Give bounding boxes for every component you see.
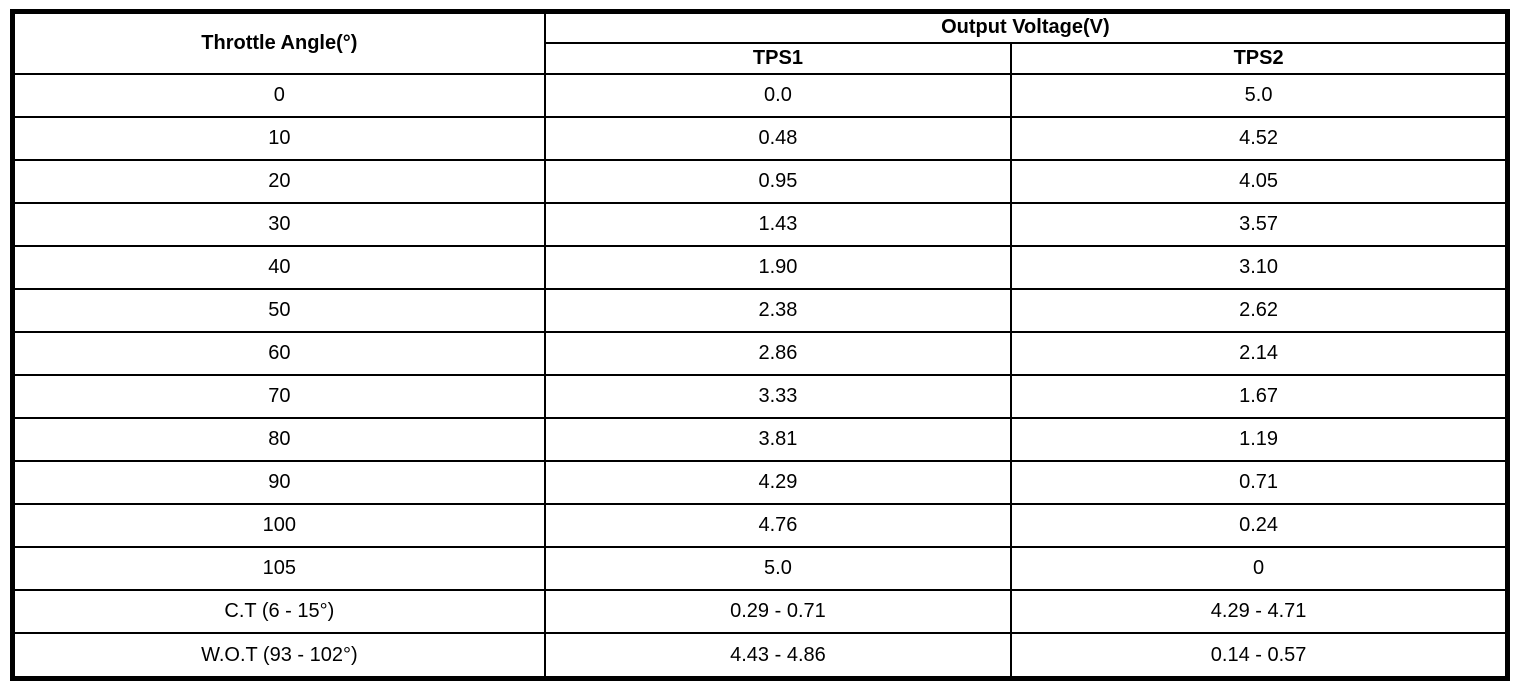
table-row: 105 5.0 0 — [11, 546, 1509, 592]
tps1-cell: 0.48 — [543, 115, 1013, 161]
table-row: 10 0.48 4.52 — [11, 115, 1509, 161]
tps1-cell: 3.81 — [543, 416, 1013, 462]
tps2-cell: 3.57 — [1010, 201, 1509, 247]
throttle-angle-cell: 60 — [11, 330, 546, 376]
tps1-cell: 2.38 — [543, 287, 1013, 333]
tps2-cell: 0.71 — [1010, 459, 1509, 505]
tps1-cell: 0.29 - 0.71 — [543, 589, 1013, 635]
tps1-cell: 3.33 — [543, 373, 1013, 419]
tps2-cell: 1.67 — [1010, 373, 1509, 419]
tps2-header: TPS2 — [1010, 41, 1509, 75]
tps2-cell: 1.19 — [1010, 416, 1509, 462]
header-row-2: TPS1 TPS2 — [13, 41, 1509, 75]
output-voltage-header: Output Voltage(V) — [543, 10, 1509, 44]
table-row: 60 2.86 2.14 — [11, 330, 1509, 376]
table-row: 70 3.33 1.67 — [11, 373, 1509, 419]
tps1-cell: 4.29 — [543, 459, 1013, 505]
tps1-cell: 0.0 — [543, 72, 1013, 118]
table-row: 0 0.0 5.0 — [11, 72, 1509, 118]
table-row: W.O.T (93 - 102°) 4.43 - 4.86 0.14 - 0.5… — [11, 632, 1509, 680]
tps2-cell: 2.14 — [1010, 330, 1509, 376]
tps1-header: TPS1 — [543, 41, 1013, 75]
tps1-cell: 2.86 — [543, 330, 1013, 376]
tps2-cell: 4.05 — [1010, 158, 1509, 204]
throttle-angle-cell: 105 — [11, 546, 546, 592]
tps1-cell: 1.43 — [543, 201, 1013, 247]
tps2-cell: 0.14 - 0.57 — [1010, 632, 1509, 680]
tps1-cell: 4.76 — [543, 502, 1013, 549]
throttle-angle-cell: 50 — [11, 287, 546, 333]
tps2-cell: 2.62 — [1010, 287, 1509, 333]
tps1-cell: 4.43 - 4.86 — [543, 632, 1013, 680]
throttle-angle-cell: W.O.T (93 - 102°) — [11, 632, 546, 680]
tps2-cell: 4.29 - 4.71 — [1010, 589, 1509, 635]
throttle-angle-header: Throttle Angle(°) — [11, 10, 546, 75]
table-row: 40 1.90 3.10 — [11, 244, 1509, 290]
throttle-angle-cell: 40 — [11, 244, 546, 290]
table-row: 50 2.38 2.62 — [11, 287, 1509, 333]
tps2-cell: 5.0 — [1010, 72, 1509, 118]
table-row: 100 4.76 0.24 — [11, 502, 1509, 549]
throttle-position-sensor-table: Throttle Angle(°) Output Voltage(V) TPS1… — [10, 9, 1510, 681]
table-row: C.T (6 - 15°) 0.29 - 0.71 4.29 - 4.71 — [11, 589, 1509, 635]
tps2-cell: 0 — [1010, 546, 1509, 592]
throttle-angle-cell: 10 — [11, 115, 546, 161]
tps2-cell: 0.24 — [1010, 502, 1509, 549]
throttle-angle-cell: 30 — [11, 201, 546, 247]
throttle-angle-cell: 100 — [11, 502, 546, 549]
tps1-cell: 0.95 — [543, 158, 1013, 204]
tps2-cell: 4.52 — [1010, 115, 1509, 161]
tps2-cell: 3.10 — [1010, 244, 1509, 290]
tps1-cell: 5.0 — [543, 546, 1013, 592]
throttle-angle-cell: 0 — [11, 72, 546, 118]
throttle-angle-cell: 90 — [11, 459, 546, 505]
tps1-cell: 1.90 — [543, 244, 1013, 290]
throttle-angle-cell: 70 — [11, 373, 546, 419]
header-row-1: Throttle Angle(°) Output Voltage(V) — [11, 10, 1509, 75]
table-row: 80 3.81 1.19 — [11, 416, 1509, 462]
throttle-angle-cell: 20 — [11, 158, 546, 204]
throttle-angle-cell: C.T (6 - 15°) — [11, 589, 546, 635]
table-row: 90 4.29 0.71 — [11, 459, 1509, 505]
table-row: 20 0.95 4.05 — [11, 158, 1509, 204]
throttle-angle-cell: 80 — [11, 416, 546, 462]
table-row: 30 1.43 3.57 — [11, 201, 1509, 247]
